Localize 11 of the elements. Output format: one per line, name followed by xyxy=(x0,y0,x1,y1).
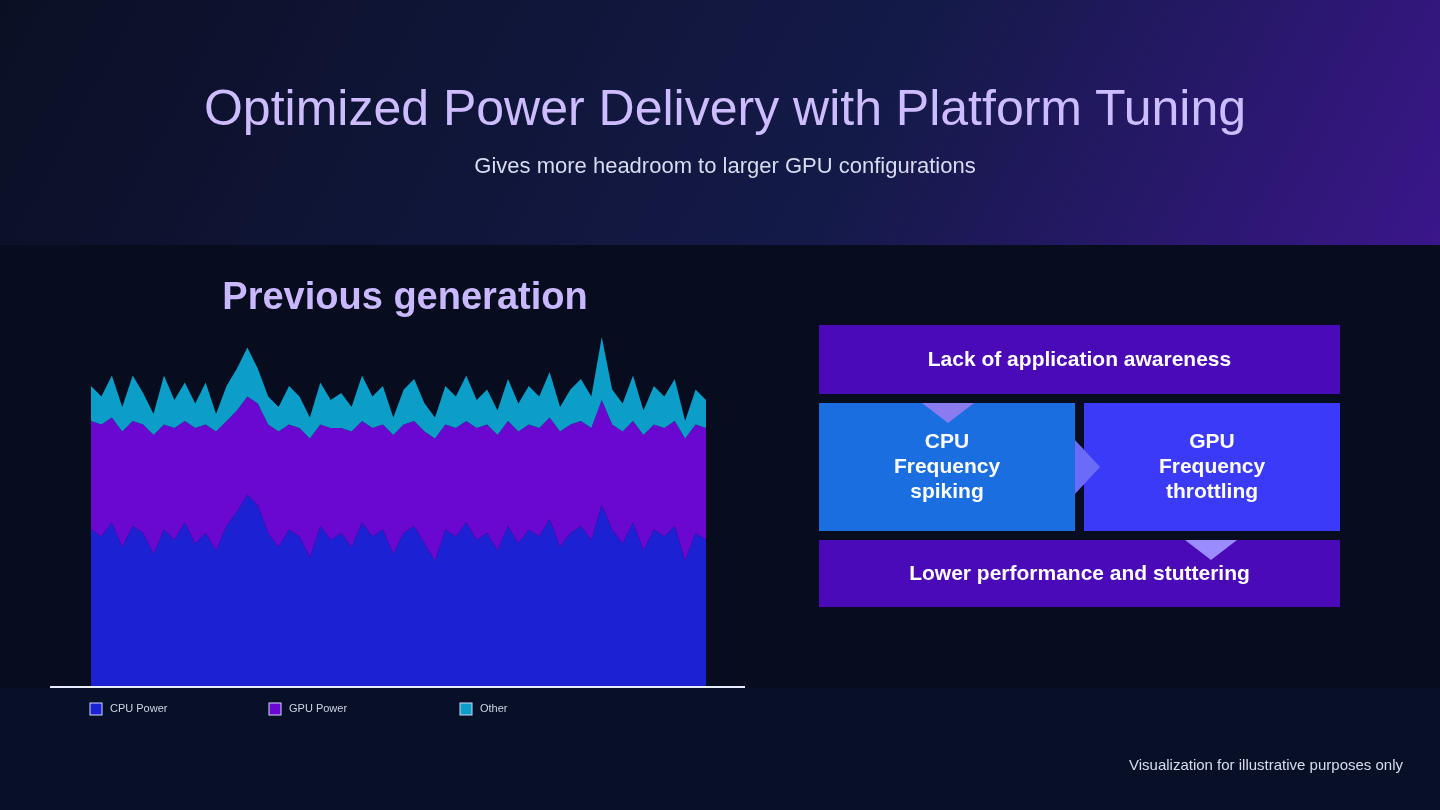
text: Visualization for illustrative purposes only xyxy=(1128,755,1404,773)
text: CPU Frequency spiking xyxy=(893,428,1001,502)
text: Optimized Power Delivery with Platform Tuning xyxy=(203,80,1247,137)
text: GPU Frequency throttling xyxy=(1158,428,1266,502)
series-label: CPU Power xyxy=(110,701,168,714)
chart-title: Previous generation xyxy=(222,275,588,318)
legend-label: Other xyxy=(480,701,508,714)
text: Lack of application awareness xyxy=(927,346,1232,370)
legend-label: GPU Power xyxy=(289,701,348,714)
text: Lower performance and stuttering xyxy=(909,560,1250,584)
text: Gives more headroom to larger GPU configurations xyxy=(474,152,976,178)
